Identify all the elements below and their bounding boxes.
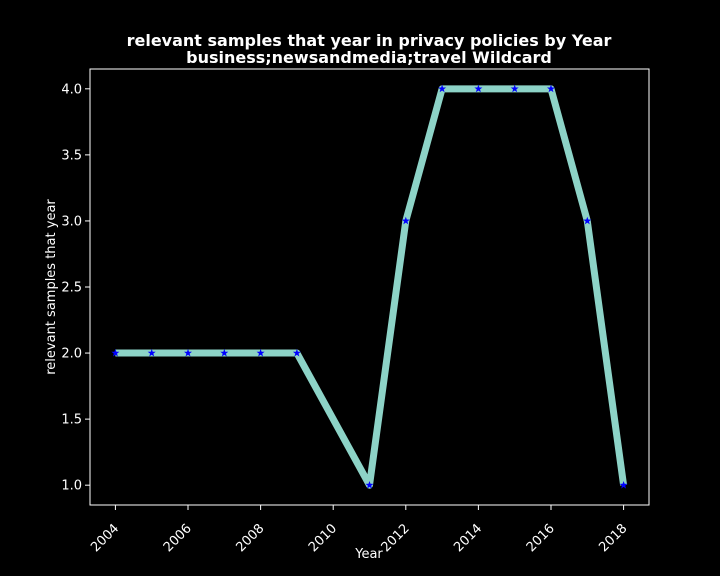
data-point-marker: [438, 84, 447, 93]
data-point-marker: [401, 216, 410, 225]
y-tick-label: 1.0: [61, 479, 82, 494]
y-tick-label: 2.0: [61, 347, 82, 362]
y-tick-label: 4.0: [61, 82, 82, 97]
plot-area: 2004 2006 2008 2010 2012 2014 2016 2018 1.0 1.5 2.…: [61, 68, 650, 555]
x-tick-label: 2016: [524, 521, 558, 555]
x-tick-label: 2010: [306, 521, 340, 555]
y-axis-label: relevant samples that year: [44, 199, 59, 375]
x-tick-label: 2006: [161, 521, 195, 555]
x-axis-label: Year: [354, 547, 383, 562]
y-tick-label: 3.5: [61, 148, 82, 163]
data-point-marker: [474, 84, 483, 93]
data-point-marker: [292, 348, 301, 357]
data-point-marker: [256, 348, 265, 357]
data-point-marker: [184, 348, 192, 357]
data-point-marker: [111, 348, 120, 357]
x-tick-label: 2014: [451, 521, 485, 555]
data-point-marker: [583, 216, 592, 225]
x-tick-label: 2012: [379, 521, 413, 555]
x-tick-label: 2008: [233, 521, 267, 555]
data-point-marker: [147, 348, 156, 357]
y-tick-label: 2.5: [61, 281, 82, 296]
x-tick-label: 2004: [88, 521, 122, 555]
chart-title-line-2: business;newsandmedia;travel Wildcard: [186, 48, 552, 67]
x-tick-label: 2018: [596, 521, 630, 555]
data-point-marker: [619, 480, 628, 489]
chart-title-line-1: relevant samples that year in privacy po…: [127, 31, 612, 50]
data-point-marker: [365, 480, 374, 489]
y-tick-label: 1.5: [61, 413, 82, 428]
data-point-marker: [510, 84, 519, 93]
data-point-marker: [220, 348, 229, 357]
data-point-marker: [547, 84, 555, 93]
series-line: [115, 85, 628, 489]
y-tick-label: 3.0: [61, 214, 82, 229]
